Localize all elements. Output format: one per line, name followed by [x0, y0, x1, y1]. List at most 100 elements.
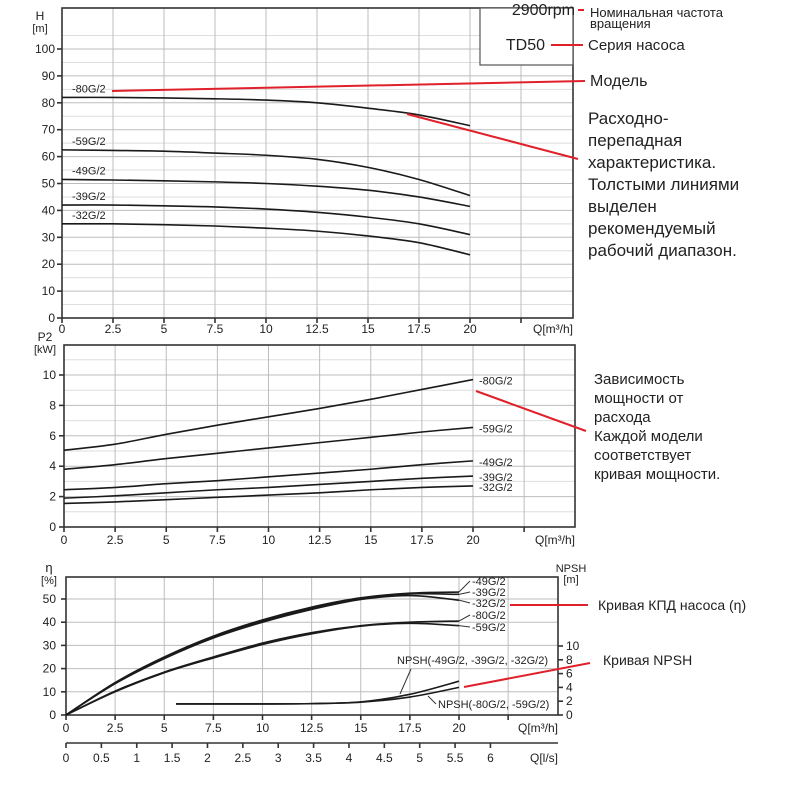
power-curve [63, 378, 474, 452]
y-tick-label: 70 [42, 123, 56, 137]
y-tick-label: 6 [49, 429, 56, 443]
x-tick-label: 0 [63, 721, 70, 735]
curve-label: -32G/2 [479, 482, 513, 494]
x2-tick-label: 1.5 [164, 751, 181, 765]
x-tick-label: 7.5 [207, 322, 224, 336]
y-right-tick-label: 2 [566, 694, 573, 708]
y-tick-label: 100 [35, 42, 55, 56]
series-box [479, 7, 574, 66]
y-tick-label: 4 [49, 459, 56, 473]
power-curve [63, 485, 474, 505]
x-tick-label: 20 [452, 721, 466, 735]
y-tick-label: 20 [42, 257, 56, 271]
rpm-note: вращения [590, 16, 651, 31]
curve-label: -49G/2 [479, 457, 513, 469]
x2-tick-label: 5.5 [447, 751, 464, 765]
model-pointer [111, 80, 586, 92]
y-axis-unit: [%] [41, 575, 57, 587]
power-curve [63, 426, 474, 471]
x-tick-label: 17.5 [398, 721, 422, 735]
x-tick-label: 12.5 [300, 721, 324, 735]
y-tick-label: 40 [43, 615, 57, 629]
y-tick-label: 90 [42, 69, 56, 83]
hq-annotation: перепадная [588, 131, 682, 150]
hq-annotation: рабочий диапазон. [588, 241, 737, 260]
x2-tick-label: 4.5 [376, 751, 393, 765]
hq-annotation: Толстыми линиями [588, 175, 739, 194]
x-tick-label: 7.5 [209, 533, 226, 547]
npsh-curve [176, 686, 460, 705]
curve-label: -59G/2 [472, 622, 506, 634]
x-axis-label: Q[m³/h] [535, 533, 575, 547]
hq-chart: 0 10 20 30 40 50 60 70 80 90 100 0 2.5 5 7.5 10 12.5 15 17… [32, 2, 739, 336]
x-tick-label: 2.5 [107, 533, 124, 547]
x-tick-label: 0 [59, 322, 66, 336]
curve-label: -49G/2 [472, 576, 506, 588]
label-leader [458, 625, 471, 628]
x2-tick-label: 1 [133, 751, 140, 765]
y-tick-label: 2 [49, 490, 56, 504]
x-tick-label: 17.5 [407, 322, 431, 336]
x-tick-label: 2.5 [107, 721, 124, 735]
x-tick-label: 5 [163, 533, 170, 547]
x-tick-label: 10 [262, 533, 276, 547]
x-tick-label: 2.5 [105, 322, 122, 336]
hq-curve [61, 96, 471, 127]
x-tick-label: 7.5 [205, 721, 222, 735]
y-tick-label: 0 [49, 520, 56, 534]
x2-tick-label: 5 [416, 751, 423, 765]
x-tick-label: 5 [161, 721, 168, 735]
y-right-axis-unit: [m] [563, 574, 578, 586]
y-right-tick-label: 8 [566, 653, 573, 667]
hq-annotation: характеристика. [588, 153, 716, 172]
x-tick-label: 15 [361, 322, 375, 336]
curve-label: -80G/2 [472, 610, 506, 622]
y-axis-unit: [kW] [34, 344, 56, 356]
x2-tick-label: 0 [63, 751, 70, 765]
power-chart: 0 2 4 6 8 10 0 2.5 5 7.5 10 12.5 15 17.5 20 Q[m³/h] P2[k… [34, 330, 720, 547]
power-annotation: расхода [594, 409, 651, 426]
model-note: Модель [590, 73, 647, 90]
power-annotation: Зависимость [594, 371, 685, 388]
x2-tick-label: 2 [204, 751, 211, 765]
y-tick-label: 0 [48, 311, 55, 325]
efficiency-curve [65, 622, 460, 716]
label-leader [458, 591, 471, 595]
rpm-label: 2900rpm [512, 2, 575, 19]
y-right-tick-label: 0 [566, 708, 573, 722]
hq-annotation: выделен [588, 197, 657, 216]
x-axis-label: Q[m³/h] [518, 721, 558, 735]
power-pointer [475, 390, 587, 432]
x2-tick-label: 3 [275, 751, 282, 765]
npsh-label: NPSH(-49G/2, -39G/2, -32G/2) [397, 655, 548, 667]
label-leader [427, 695, 437, 705]
curve-label: -39G/2 [472, 587, 506, 599]
npsh-annotation: Кривая NPSH [603, 652, 692, 668]
power-annotation: соответствует [594, 447, 691, 464]
curve-label: -39G/2 [72, 191, 106, 203]
y-axis-unit: [m] [32, 23, 47, 35]
label-leader [458, 580, 471, 593]
hq-curve [61, 149, 471, 197]
series-note: Серия насоса [588, 37, 685, 54]
y-tick-label: 40 [42, 203, 56, 217]
power-annotation: мощности от [594, 390, 684, 407]
curve-label: -39G/2 [479, 472, 513, 484]
power-curve [63, 460, 474, 491]
curve-label: -59G/2 [479, 423, 513, 435]
npsh-pointer [463, 662, 591, 688]
curve-label: -80G/2 [72, 83, 106, 95]
y-tick-label: 30 [42, 230, 56, 244]
x2-axis-label: Q[l/s] [530, 751, 558, 765]
x2-tick-label: 0.5 [93, 751, 110, 765]
y-tick-label: 8 [49, 398, 56, 412]
x2-tick-label: 2.5 [235, 751, 252, 765]
y-tick-label: 10 [42, 284, 56, 298]
x-tick-label: 0 [61, 533, 68, 547]
power-curve [63, 475, 474, 499]
curve-label: -32G/2 [472, 598, 506, 610]
hq-annotation: Расходно- [588, 109, 669, 128]
hq-curve [61, 178, 471, 208]
x2-tick-label: 3.5 [305, 751, 322, 765]
